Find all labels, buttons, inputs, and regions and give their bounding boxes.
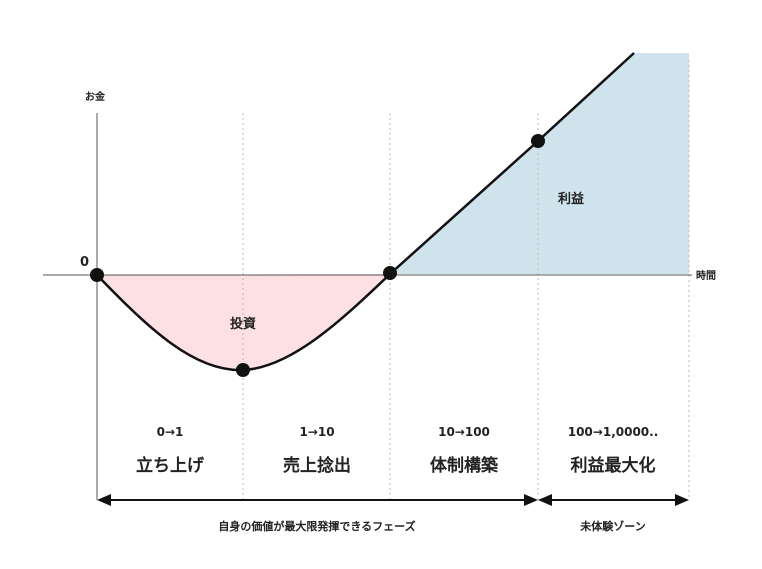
phase-label-unexplored: 未体験ゾーン — [579, 519, 645, 533]
phase-arrow-unexplored — [538, 494, 689, 506]
investment-label: 投資 — [230, 316, 256, 332]
investment-area — [97, 274, 390, 371]
phase-arrow-main — [97, 494, 538, 506]
profit-label: 利益 — [558, 191, 584, 207]
stage-name: 利益最大化 — [571, 455, 656, 476]
stage-code: 100→1,0000.. — [568, 425, 659, 439]
breakeven-point — [383, 266, 397, 280]
growth-point — [531, 134, 545, 148]
y-axis-label: お金 — [85, 90, 106, 103]
origin-label: 0 — [80, 255, 89, 270]
phase-label-main: 自身の価値が最大限発揮できるフェーズ — [218, 519, 415, 533]
stage-dividers — [242, 60, 690, 500]
stage-code: 10→100 — [438, 425, 490, 439]
start-point — [90, 268, 104, 282]
stage-code: 0→1 — [157, 425, 184, 439]
stage-name: 立ち上げ — [136, 455, 205, 476]
x-axis-label: 時間 — [696, 269, 716, 282]
bottom-point — [236, 363, 250, 377]
stage-name: 体制構築 — [430, 455, 499, 476]
stage-code: 1→10 — [299, 425, 334, 439]
stage-name: 売上捻出 — [283, 455, 351, 476]
profit-area — [390, 53, 689, 274]
